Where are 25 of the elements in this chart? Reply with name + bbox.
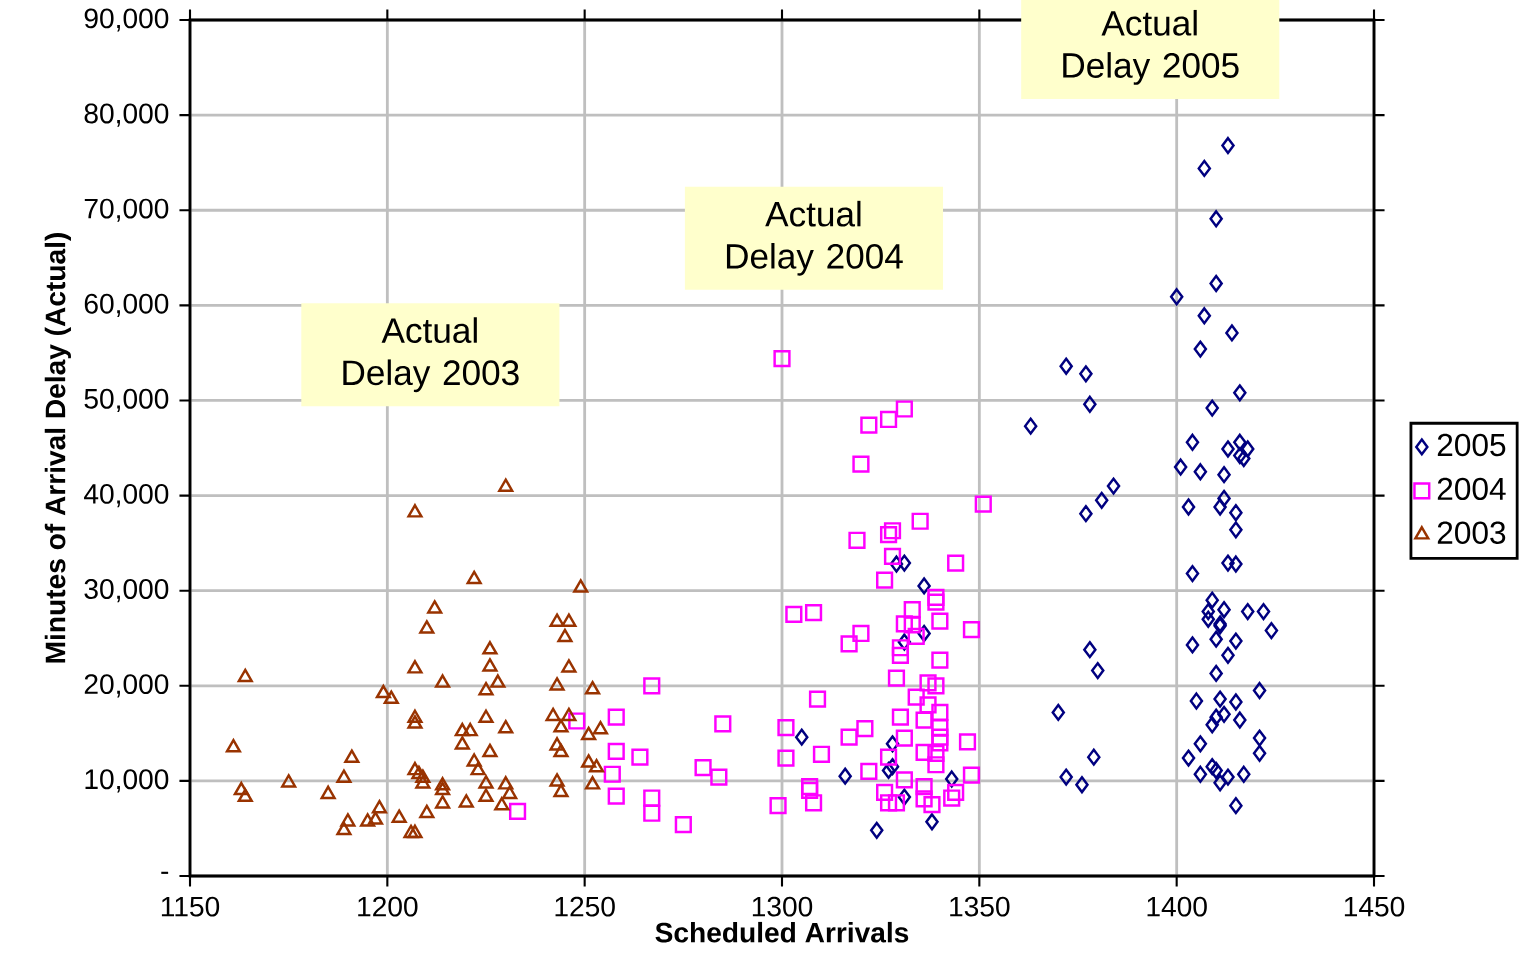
x-tick-label: 1150 bbox=[161, 896, 220, 917]
y-tick-label: 40,000 bbox=[84, 483, 169, 508]
y-tick-label: 50,000 bbox=[84, 388, 169, 413]
legend-label: 2003 bbox=[1437, 521, 1506, 544]
y-tick-label: 80,000 bbox=[84, 103, 169, 127]
x-tick-label: 1450 bbox=[1344, 896, 1405, 917]
x-tick-label: 1400 bbox=[1147, 896, 1207, 917]
y-tick-label: 10,000 bbox=[85, 769, 169, 793]
y-tick-label: - bbox=[161, 871, 169, 874]
annotation: Actual Delay 2003 bbox=[343, 317, 519, 393]
y-axis-title: Minutes of Arrival Delay (Actual) bbox=[44, 233, 71, 663]
legend-label: 2004 bbox=[1437, 477, 1506, 501]
annotation: Actual Delay 2005 bbox=[1063, 9, 1239, 85]
y-tick-label: 70,000 bbox=[84, 198, 169, 222]
x-tick-label: 1200 bbox=[358, 896, 418, 917]
annotation: Actual Delay 2004 bbox=[726, 200, 903, 276]
legend-label: 2005 bbox=[1437, 433, 1506, 457]
y-tick-label: 20,000 bbox=[84, 674, 169, 698]
y-tick-label: 90,000 bbox=[84, 8, 169, 32]
y-tick-label: 30,000 bbox=[84, 579, 169, 603]
y-tick-label: 60,000 bbox=[84, 293, 169, 317]
x-tick-label: 1250 bbox=[555, 896, 615, 917]
x-tick-label: 1300 bbox=[752, 896, 813, 917]
x-tick-label: 1350 bbox=[950, 896, 1010, 917]
x-axis-title: Scheduled Arrivals bbox=[655, 921, 909, 943]
